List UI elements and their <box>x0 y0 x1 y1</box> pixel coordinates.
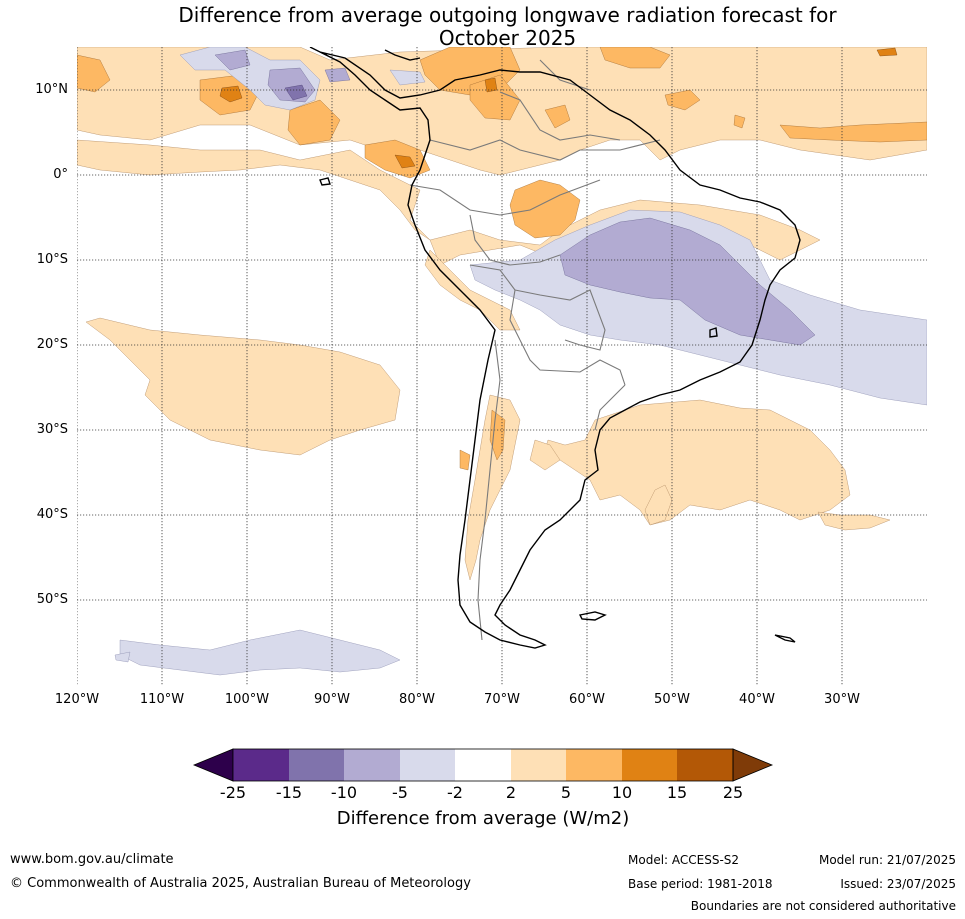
lon-label-80w: 80°W <box>399 692 435 707</box>
anomaly-10-to-15-regions <box>219 47 898 169</box>
map-title-line2: October 2025 <box>438 26 577 50</box>
lat-label-10n: 10°N <box>35 82 68 97</box>
lat-label-50s: 50°S <box>36 592 68 607</box>
lon-label-120w: 120°W <box>54 692 100 707</box>
lon-label-60w: 60°W <box>569 692 605 707</box>
lon-label-100w: 100°W <box>224 692 270 707</box>
lat-label-0: 0° <box>53 167 68 182</box>
map-field <box>77 47 927 686</box>
colorbar-tick: -15 <box>275 783 303 802</box>
issued-text: Issued: 23/07/2025 <box>840 877 956 891</box>
lat-label-40s: 40°S <box>36 507 68 522</box>
boundaries-disclaimer: Boundaries are not considered authoritat… <box>690 899 956 913</box>
model-text: Model: ACCESS-S2 <box>628 853 740 867</box>
colorbar-tick: 25 <box>722 783 744 802</box>
lon-label-40w: 40°W <box>739 692 775 707</box>
website-link[interactable]: www.bom.gov.au/climate <box>10 852 174 867</box>
map-title: Difference from average outgoing longwav… <box>0 4 965 50</box>
lon-label-50w: 50°W <box>654 692 690 707</box>
lat-label-10s: 10°S <box>36 252 68 267</box>
colorbar-title: Difference from average (W/m2) <box>336 808 630 829</box>
anomaly-minus15-to-minus10-regions <box>284 84 308 101</box>
colorbar-tick: -5 <box>392 783 408 802</box>
anomaly-minus10-to-minus5-regions <box>214 49 816 346</box>
colorbar-tick: -2 <box>447 783 463 802</box>
lat-label-20s: 20°S <box>36 337 68 352</box>
lon-label-30w: 30°W <box>824 692 860 707</box>
colorbar-tick: 10 <box>611 783 633 802</box>
map-title-line1: Difference from average outgoing longwav… <box>178 3 837 27</box>
base-period-text: Base period: 1981-2018 <box>628 877 773 891</box>
graticule-lines <box>77 47 927 686</box>
colorbar-tick: -25 <box>219 783 247 802</box>
lon-label-110w: 110°W <box>139 692 185 707</box>
lon-label-90w: 90°W <box>314 692 350 707</box>
colorbar-tick: 5 <box>560 783 572 802</box>
model-run-text: Model run: 21/07/2025 <box>818 853 956 867</box>
lon-label-70w: 70°W <box>484 692 520 707</box>
copyright-text: © Commonwealth of Australia 2025, Austra… <box>10 876 471 891</box>
colorbar-tick: 15 <box>666 783 688 802</box>
coastlines <box>309 47 801 649</box>
colorbar-tick: -10 <box>330 783 358 802</box>
lat-label-30s: 30°S <box>36 422 68 437</box>
colorbar-tick: 2 <box>505 783 517 802</box>
